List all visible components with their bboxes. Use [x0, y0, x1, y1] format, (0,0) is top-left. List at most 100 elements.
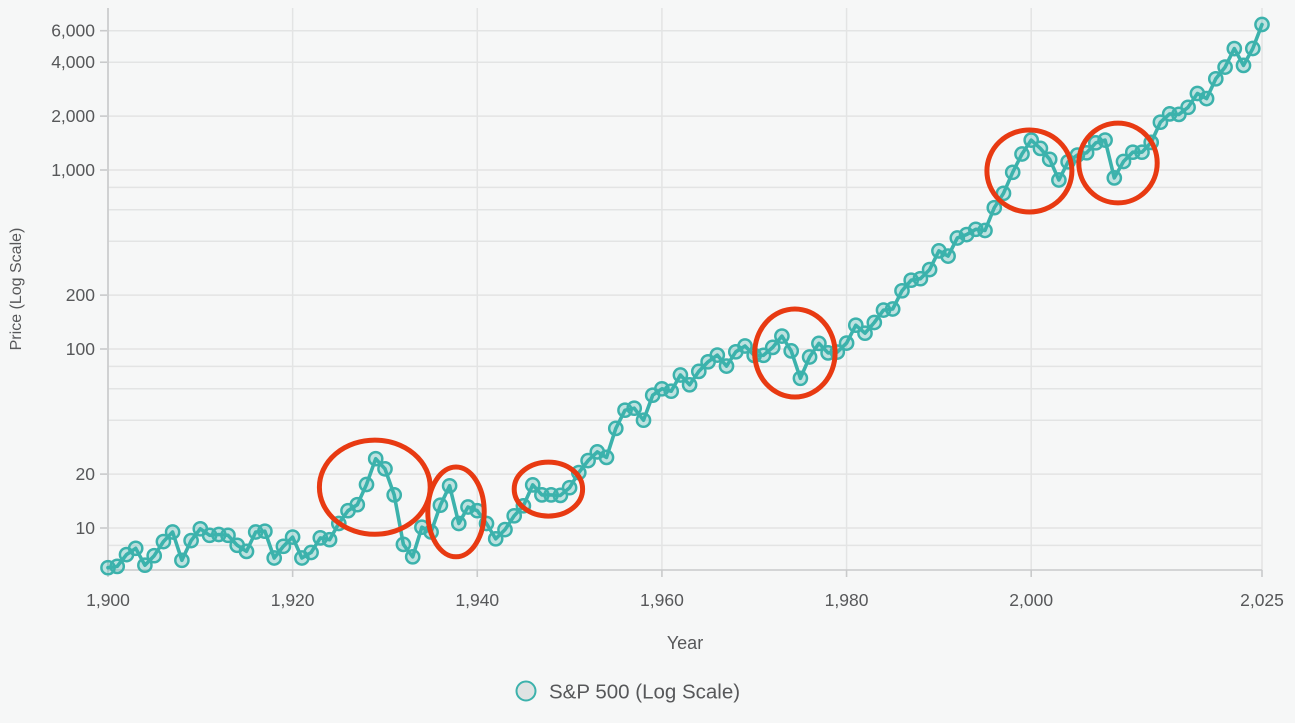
series-line — [106, 22, 1264, 570]
x-tick-label: 1,940 — [455, 590, 499, 610]
data-point-marker — [783, 343, 800, 359]
data-point-marker — [977, 222, 993, 239]
data-point-marker — [1217, 59, 1233, 75]
data-point-marker — [395, 536, 412, 553]
data-point-marker — [709, 347, 726, 363]
axes: 6,000 4,000 2,000 1,000 200 100 20 10 1,900 1,920… — [51, 8, 1284, 610]
x-tick-label: 2,025 — [1240, 590, 1284, 610]
data-point-marker — [737, 338, 753, 354]
data-point-marker — [764, 339, 781, 356]
data-point-marker — [497, 521, 513, 538]
data-point-marker — [358, 476, 375, 493]
data-point-marker — [986, 199, 1003, 216]
x-tick-label: 1,900 — [86, 590, 130, 610]
data-point-marker — [238, 543, 255, 560]
gridlines — [107, 8, 1263, 570]
data-point-marker — [164, 524, 181, 540]
y-tick-label: 2,000 — [51, 106, 95, 126]
data-point-marker — [607, 420, 624, 437]
data-point-marker — [718, 358, 735, 374]
data-point-marker — [626, 400, 643, 417]
data-point-marker — [377, 461, 393, 477]
x-tick-label: 2,000 — [1009, 590, 1053, 610]
crash-circle — [984, 127, 1075, 215]
data-point-marker — [349, 496, 366, 513]
data-point-marker — [1115, 153, 1132, 170]
data-point-marker — [1180, 99, 1196, 116]
x-tick-label: 1,960 — [640, 590, 684, 610]
data-point-marker — [838, 335, 855, 351]
data-point-marker — [1032, 140, 1049, 157]
data-point-marker — [450, 515, 467, 532]
y-tick-label: 100 — [66, 339, 95, 359]
data-point-marker — [386, 487, 403, 503]
data-point-marker — [663, 383, 680, 400]
data-point-marker — [672, 367, 689, 383]
y-tick-label: 1,000 — [51, 160, 95, 180]
crash-annotation-circles — [316, 120, 1160, 560]
data-point-marker — [183, 532, 199, 549]
data-point-marker — [894, 282, 910, 299]
data-point-marker — [524, 477, 541, 493]
data-point-marker — [690, 363, 707, 380]
data-point-marker — [884, 301, 901, 317]
y-axis-title: Price (Log Scale) — [8, 228, 25, 351]
data-point-marker — [275, 538, 292, 555]
data-point-marker — [1198, 90, 1215, 107]
data-point-marker — [1014, 146, 1030, 162]
y-tick-label: 6,000 — [51, 21, 95, 41]
x-tick-label: 1,980 — [825, 590, 869, 610]
crash-circle — [511, 459, 586, 519]
data-point-marker — [1041, 151, 1058, 168]
legend-label: S&P 500 (Log Scale) — [549, 681, 740, 704]
sp500-series — [100, 16, 1270, 576]
data-point-marker — [1106, 170, 1123, 186]
data-point-marker — [1207, 70, 1224, 87]
data-point-marker — [155, 533, 172, 550]
data-point-marker — [792, 370, 809, 387]
data-point-marker — [174, 552, 190, 569]
y-tick-label: 200 — [66, 285, 95, 305]
data-point-marker — [1244, 40, 1261, 57]
y-tick-label: 4,000 — [51, 52, 95, 72]
crash-circle — [752, 306, 838, 400]
data-point-marker — [266, 550, 283, 566]
data-point-marker — [811, 335, 827, 352]
legend-item-sp500[interactable]: S&P 500 (Log Scale) — [515, 680, 741, 704]
data-point-marker — [432, 497, 449, 514]
data-point-marker — [774, 328, 790, 344]
data-point-marker — [1226, 40, 1243, 57]
data-point-marker — [912, 270, 929, 287]
data-point-marker — [441, 477, 458, 494]
data-point-marker — [801, 349, 818, 365]
crash-circle — [1076, 120, 1160, 206]
data-point-marker — [1235, 57, 1252, 74]
y-tick-label: 20 — [76, 464, 96, 484]
data-point-marker — [404, 548, 421, 565]
data-point-marker — [1051, 172, 1067, 188]
data-point-marker — [137, 557, 153, 574]
data-point-marker — [857, 325, 873, 342]
crash-circle — [425, 464, 487, 560]
y-tick-label: 10 — [76, 518, 96, 538]
data-point-marker — [1134, 144, 1150, 161]
data-point-marker — [127, 540, 144, 557]
data-point-marker — [1097, 132, 1113, 148]
x-tick-label: 1,920 — [271, 590, 315, 610]
data-point-marker — [487, 530, 504, 547]
x-axis-title: Year — [667, 633, 703, 653]
data-point-marker — [1004, 164, 1021, 181]
data-point-marker — [284, 529, 301, 545]
data-point-marker — [146, 547, 163, 564]
legend-marker-icon — [515, 680, 537, 702]
data-point-marker — [866, 314, 883, 331]
data-point-marker — [321, 531, 338, 548]
data-point-marker — [561, 479, 578, 496]
data-point-marker — [921, 261, 938, 278]
data-point-marker — [367, 450, 384, 467]
data-point-marker — [220, 527, 236, 544]
data-point-marker — [598, 449, 615, 466]
data-point-marker — [580, 452, 596, 469]
